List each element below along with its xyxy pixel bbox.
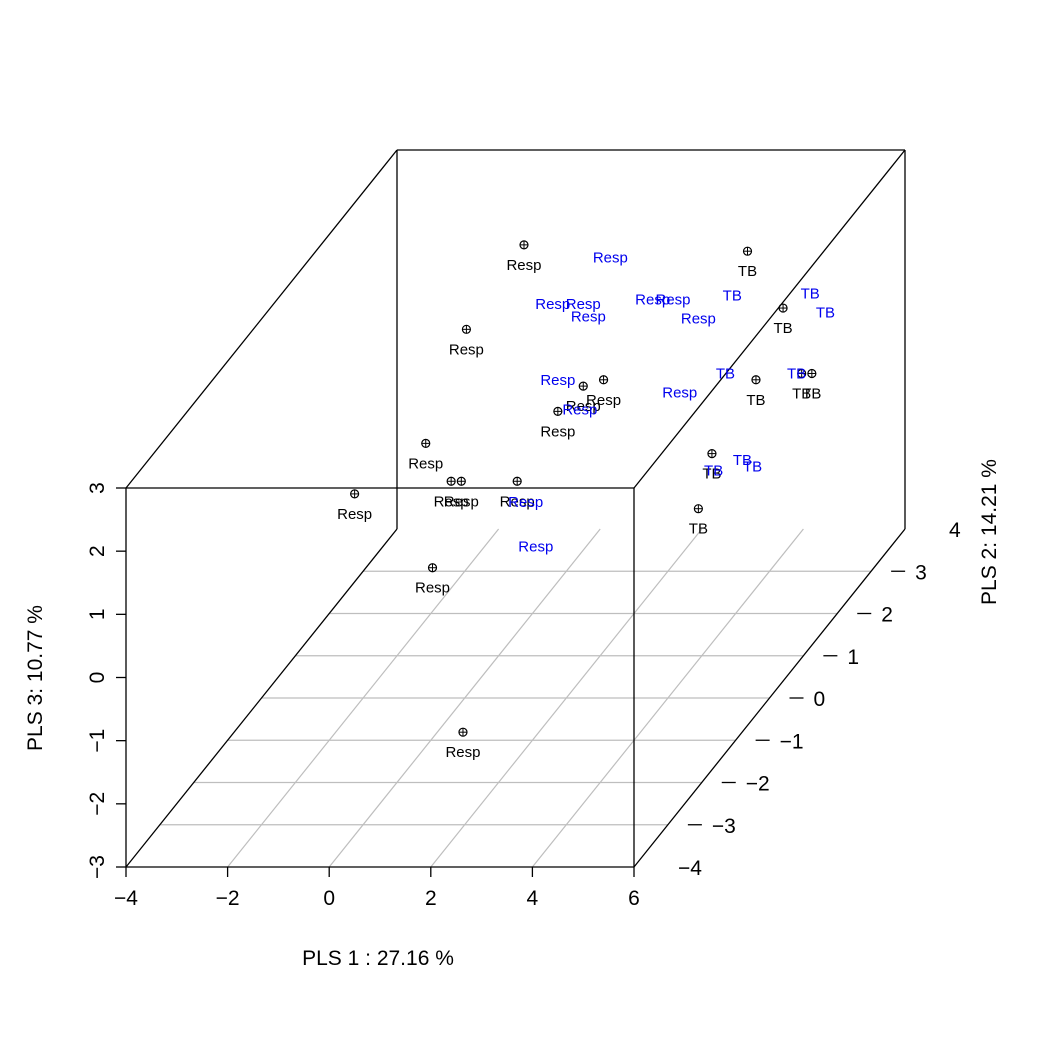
box-edge [633, 528, 906, 868]
predicted-label: Resp [540, 372, 575, 389]
predicted-label: Resp [518, 539, 553, 556]
z-tick-label: −2 [86, 792, 109, 816]
predicted-label: Resp [571, 309, 606, 326]
point-label: TB [792, 385, 811, 402]
point-label: TB [738, 263, 757, 280]
data-point: Resp [445, 727, 480, 761]
point-label: Resp [540, 423, 575, 440]
point-label: Resp [434, 493, 469, 510]
data-point: Resp [408, 438, 443, 472]
point-label: TB [689, 521, 708, 538]
x-tick-label: −4 [114, 887, 138, 910]
predicted-label: Resp [535, 296, 570, 313]
point-label: Resp [500, 493, 535, 510]
box-edge [125, 528, 398, 868]
point-label: Resp [586, 392, 621, 409]
point-label: TB [746, 392, 765, 409]
predicted-labels: RespRespRespRespRespRespRespRespRespResp… [508, 250, 835, 556]
predicted-label: TB [716, 365, 735, 382]
z-tick-label: 0 [86, 672, 109, 684]
predicted-label: Resp [566, 296, 601, 313]
box-edge [633, 149, 906, 489]
y-tick-label: −4 [678, 857, 702, 880]
y-tick-label: −2 [746, 773, 770, 796]
data-point: TB [738, 246, 757, 280]
data-point: Resp [566, 381, 601, 415]
x-tick-label: 0 [323, 887, 335, 910]
data-point: TB [792, 368, 811, 402]
predicted-label: TB [787, 365, 806, 382]
predicted-label: TB [733, 452, 752, 469]
predicted-label: Resp [655, 292, 690, 309]
data-point: TB [773, 303, 793, 337]
data-point: Resp [444, 476, 479, 510]
point-label: Resp [445, 744, 480, 761]
z-tick-label: 1 [86, 608, 109, 620]
projected-points: RespRespRespRespRespRespRespRespRespResp… [337, 240, 821, 761]
data-point: TB [746, 375, 766, 409]
z-axis-label: PLS 3: 10.77 % [24, 605, 47, 751]
predicted-label: Resp [662, 384, 697, 401]
y-tick-label: −1 [780, 730, 804, 753]
z-tick-label: 2 [86, 545, 109, 557]
x-axis-label: PLS 1 : 27.16 % [302, 947, 454, 970]
point-label: Resp [566, 398, 601, 415]
data-point: TB [702, 449, 722, 483]
predicted-label: TB [704, 462, 723, 479]
data-point: Resp [337, 489, 372, 523]
point-label: Resp [449, 341, 484, 358]
point-label: TB [802, 385, 821, 402]
predicted-label: Resp [593, 250, 628, 267]
z-tick-label: 3 [86, 482, 109, 494]
point-label: TB [773, 320, 792, 337]
data-point: Resp [434, 476, 469, 510]
predicted-label: Resp [508, 494, 543, 511]
predicted-label: Resp [635, 292, 670, 309]
y-tick-label: 1 [847, 646, 859, 669]
point-label: TB [702, 466, 721, 483]
data-point: TB [689, 504, 708, 538]
floor-grid [159, 528, 872, 868]
y-tick-label: 3 [915, 561, 927, 584]
box-edge [125, 149, 398, 489]
point-label: Resp [415, 580, 450, 597]
predicted-label: TB [723, 287, 742, 304]
data-point: Resp [540, 406, 575, 440]
point-label: Resp [408, 455, 443, 472]
predicted-label: Resp [562, 401, 597, 418]
x-tick-label: 6 [628, 887, 640, 910]
predicted-label: TB [743, 458, 762, 475]
predicted-label: TB [801, 285, 820, 302]
x-tick-label: −2 [216, 887, 240, 910]
y-axis-label: PLS 2: 14.21 % [978, 459, 1001, 605]
data-point: Resp [586, 375, 621, 409]
point-label: Resp [337, 506, 372, 523]
x-tick-label: 2 [425, 887, 437, 910]
data-point: Resp [506, 240, 542, 274]
data-point: Resp [449, 324, 484, 358]
y-tick-label: 0 [814, 688, 826, 711]
z-tick-label: −1 [86, 729, 109, 753]
point-label: Resp [444, 493, 479, 510]
data-point: TB [802, 368, 821, 402]
predicted-label: Resp [681, 311, 716, 328]
predicted-label: TB [816, 304, 835, 321]
z-tick-label: −3 [86, 855, 109, 879]
data-point: Resp [415, 563, 450, 597]
y-tick-label: 4 [949, 519, 961, 542]
point-label: Resp [506, 257, 541, 274]
y-tick-label: 2 [881, 604, 893, 627]
y-tick-label: −3 [712, 815, 736, 838]
x-tick-label: 4 [527, 887, 539, 910]
data-point: Resp [500, 476, 535, 510]
